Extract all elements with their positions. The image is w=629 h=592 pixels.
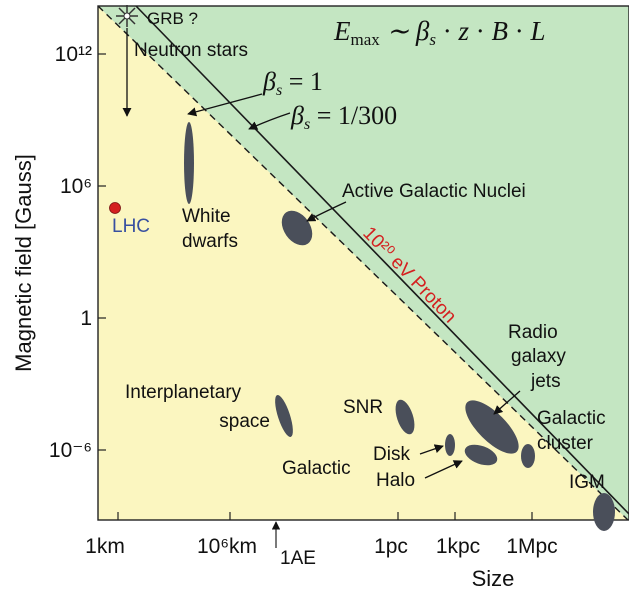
x-tick-label: 1kpc bbox=[436, 535, 480, 558]
beta-300-pointer bbox=[248, 112, 291, 130]
y-axis-title: Magnetic field [Gauss] bbox=[11, 154, 36, 372]
line-beta-300 bbox=[97, 5, 629, 521]
snr-blob bbox=[395, 399, 415, 435]
plot-frame bbox=[97, 5, 629, 521]
disk-blob bbox=[445, 434, 455, 456]
interplanetary-label-1: Interplanetary bbox=[125, 382, 242, 403]
snr-label: SNR bbox=[343, 397, 383, 418]
galactic-label: Galactic bbox=[282, 458, 351, 479]
grb-star-icon bbox=[116, 5, 138, 27]
x-ticks: 1km 10⁶km 1AE 1pc 1kpc 1Mpc bbox=[85, 512, 558, 569]
y-tick-label: 1 bbox=[80, 307, 92, 330]
halo-pointer bbox=[424, 460, 463, 479]
y-tick-label: 10⁶ bbox=[60, 175, 92, 198]
formula-label: Emax ∼ βs · z · B · L bbox=[333, 16, 546, 49]
beta-1-pointer bbox=[187, 93, 263, 117]
x-tick-label: 1AE bbox=[280, 548, 316, 569]
y-tick-label: 10¹² bbox=[55, 43, 92, 66]
radio-jets-blob bbox=[465, 400, 519, 454]
radio-jets-pointer bbox=[493, 390, 521, 415]
disk-label: Disk bbox=[373, 444, 410, 465]
line-beta-1 bbox=[135, 5, 629, 515]
white-dwarfs-blob bbox=[184, 122, 194, 204]
radio-jets-label-1: Radio bbox=[508, 322, 558, 343]
galactic-cluster-blob bbox=[521, 444, 535, 468]
lhc-label: LHC bbox=[112, 216, 150, 237]
y-tick-label: 10⁻⁶ bbox=[49, 439, 92, 462]
agn-blob bbox=[281, 210, 313, 246]
igm-label: IGM bbox=[569, 472, 605, 493]
x-axis-title: Size bbox=[472, 566, 515, 591]
neutron-stars-label: Neutron stars bbox=[134, 40, 248, 61]
y-ticks: 10¹² 10⁶ 1 10⁻⁶ bbox=[49, 43, 106, 462]
grb-label: GRB ? bbox=[147, 9, 198, 28]
objects bbox=[184, 122, 615, 531]
white-dwarfs-label-1: White bbox=[182, 206, 231, 227]
x-tick-label: 1Mpc bbox=[506, 535, 557, 558]
igm-blob bbox=[593, 493, 615, 531]
radio-jets-label-2: galaxy bbox=[511, 346, 566, 367]
x-tick-label: 10⁶km bbox=[197, 535, 257, 558]
interplanetary-blob bbox=[275, 394, 293, 438]
radio-jets-label-3: jets bbox=[530, 371, 561, 392]
halo-label: Halo bbox=[376, 470, 415, 491]
halo-blob bbox=[464, 444, 498, 466]
interplanetary-label-2: space bbox=[219, 411, 270, 432]
white-dwarfs-label-2: dwarfs bbox=[182, 231, 238, 252]
beta-1-label: βs = 1 bbox=[262, 67, 323, 99]
galactic-cluster-label-1: Galactic bbox=[537, 408, 606, 429]
x-tick-label: 1pc bbox=[374, 535, 408, 558]
agn-label: Active Galactic Nuclei bbox=[342, 181, 526, 202]
beta-300-label: βs = 1/300 bbox=[290, 101, 397, 133]
agn-pointer bbox=[306, 201, 347, 222]
lhc-point bbox=[109, 202, 121, 214]
disk-pointer bbox=[419, 444, 444, 455]
x-tick-label: 1km bbox=[85, 535, 125, 558]
galactic-cluster-label-2: cluster bbox=[537, 433, 594, 454]
